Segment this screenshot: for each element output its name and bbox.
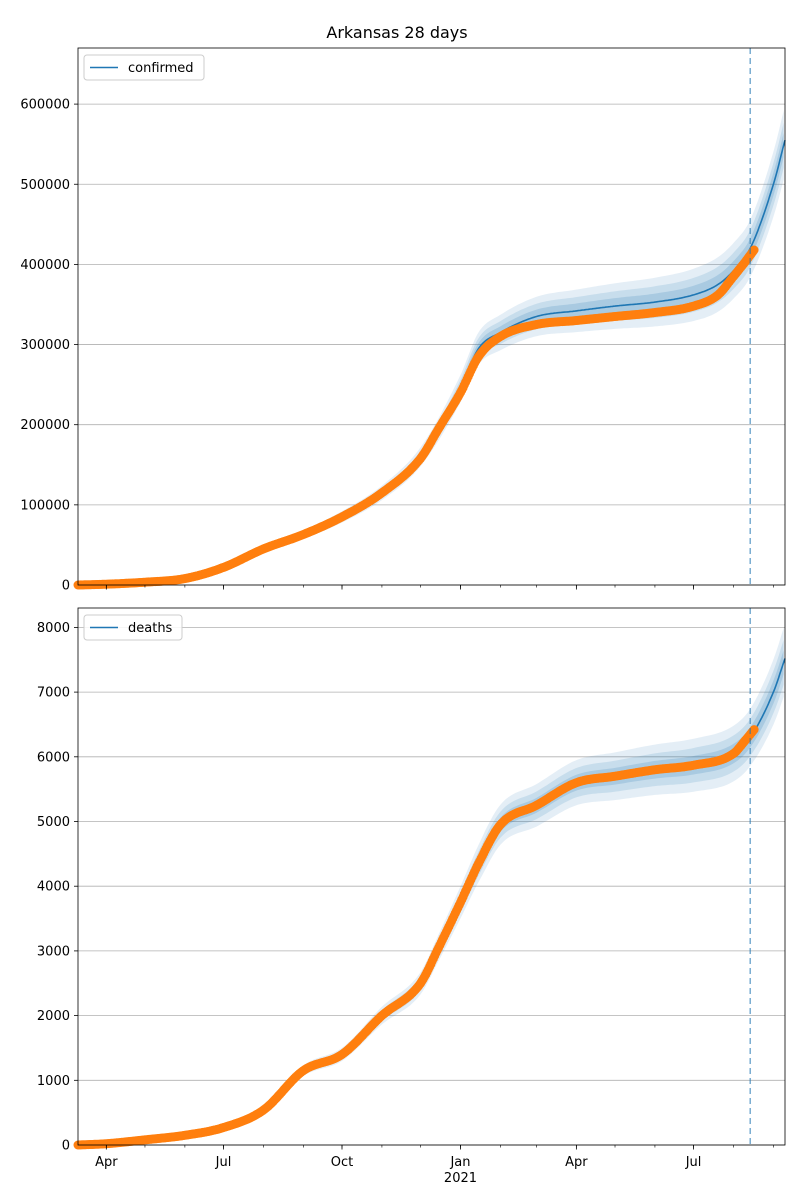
y-tick-label: 400000 xyxy=(20,258,70,273)
y-tick-label: 4000 xyxy=(37,880,70,895)
y-tick-label: 3000 xyxy=(37,944,70,959)
observed-point xyxy=(749,245,759,255)
uncertainty-band xyxy=(78,627,784,1145)
legend-label: confirmed xyxy=(128,61,194,76)
observed-point xyxy=(749,725,759,735)
y-tick-label: 100000 xyxy=(20,498,70,513)
uncertainty-band xyxy=(78,133,784,585)
y-tick-label: 500000 xyxy=(20,178,70,193)
x-tick-label: Jan xyxy=(449,1155,470,1170)
legend-box xyxy=(83,614,183,641)
confirmed-panel: 0 100000 200000 300000 400000 500000 600000 con… xyxy=(20,47,786,594)
axes-frame xyxy=(77,607,786,1146)
uncertainty-band xyxy=(78,650,784,1145)
y-tick-label: 300000 xyxy=(20,338,70,353)
x-tick-label: Apr xyxy=(95,1155,118,1170)
x-tick-label: Oct xyxy=(331,1155,353,1170)
y-tick-label: 5000 xyxy=(37,815,70,830)
y-tick-label: 7000 xyxy=(37,686,70,701)
legend-label: deaths xyxy=(128,621,173,636)
uncertainty-band xyxy=(78,110,784,585)
deaths-panel: 0 1000 2000 3000 4000 5000 6000 7000 8000 Apr Jul O… xyxy=(37,607,786,1186)
uncertainty-band xyxy=(78,122,784,585)
legend: confirmed xyxy=(83,54,205,81)
legend: deaths xyxy=(83,614,183,641)
y-tick-label: 600000 xyxy=(20,98,70,113)
x-tick-label: Jul xyxy=(215,1155,232,1170)
x-tick-label: Apr xyxy=(565,1155,588,1170)
y-tick-label: 0 xyxy=(62,579,70,594)
y-tick-label: 1000 xyxy=(37,1074,70,1089)
y-tick-label: 2000 xyxy=(37,1009,70,1024)
uncertainty-band xyxy=(78,639,784,1145)
legend-box xyxy=(83,54,205,81)
y-tick-label: 0 xyxy=(62,1139,70,1154)
y-tick-label: 200000 xyxy=(20,418,70,433)
y-tick-label: 8000 xyxy=(37,621,70,636)
series-line-confirmed xyxy=(78,139,786,586)
chart-title: Arkansas 28 days xyxy=(326,23,467,42)
x-tick-sublabel: 2021 xyxy=(444,1171,477,1186)
axes-frame xyxy=(77,47,786,586)
x-tick-label: Jul xyxy=(685,1155,702,1170)
series-line-deaths xyxy=(77,658,786,1146)
y-tick-label: 6000 xyxy=(37,750,70,765)
